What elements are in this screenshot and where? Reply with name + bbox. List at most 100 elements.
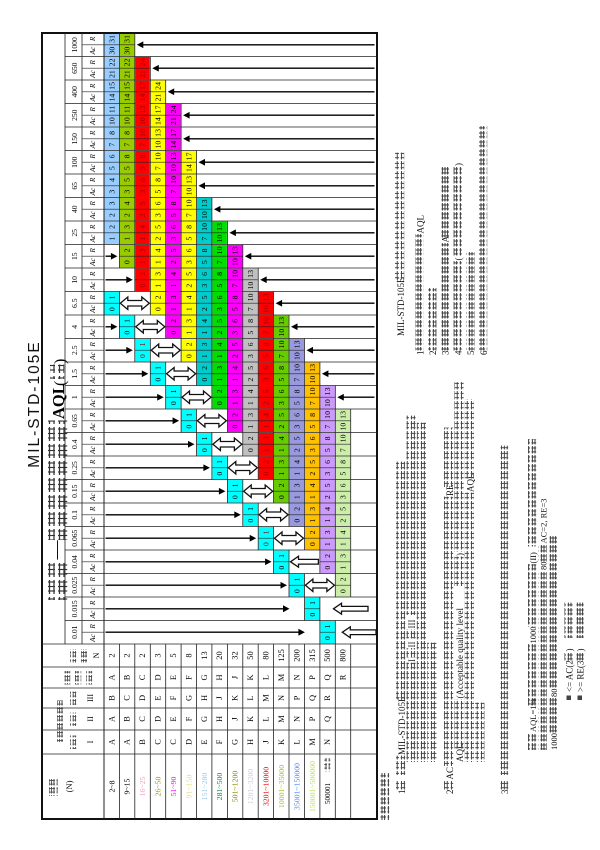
svg-text:5: 5	[184, 237, 193, 241]
svg-text:1: 1	[123, 237, 132, 241]
svg-text:D: D	[154, 674, 163, 680]
svg-text:Ac: Ac	[88, 304, 97, 314]
svg-text:10: 10	[262, 317, 271, 325]
svg-text:13: 13	[200, 199, 209, 207]
svg-text:4: 4	[215, 342, 224, 346]
svg-text:2: 2	[292, 507, 301, 511]
svg-text:10: 10	[200, 211, 209, 219]
svg-text:2: 2	[323, 495, 332, 499]
svg-text:10: 10	[231, 258, 240, 266]
svg-text:M: M	[277, 673, 286, 681]
svg-text:III: III	[407, 620, 417, 629]
svg-text:C: C	[169, 739, 178, 745]
svg-text:): )	[575, 649, 585, 652]
svg-text:6: 6	[246, 342, 255, 346]
svg-text:3: 3	[184, 260, 193, 264]
svg-text:11: 11	[107, 106, 116, 114]
svg-text:10: 10	[184, 199, 193, 207]
svg-text:31: 31	[123, 35, 132, 43]
svg-text:2: 2	[200, 366, 209, 370]
svg-text:16~25: 16~25	[138, 776, 147, 796]
svg-text:14: 14	[107, 94, 116, 102]
svg-text:3: 3	[138, 248, 147, 252]
svg-text:2: 2	[123, 248, 132, 252]
svg-text:7: 7	[308, 401, 317, 405]
svg-text:13: 13	[184, 176, 193, 184]
svg-text:R: R	[88, 553, 97, 559]
svg-text:5: 5	[231, 342, 240, 346]
svg-text:5: 5	[215, 319, 224, 323]
svg-text:K: K	[246, 674, 255, 680]
svg-text:250: 250	[70, 109, 79, 121]
svg-text:650: 650	[70, 62, 79, 74]
svg-text:3: 3	[154, 213, 163, 217]
svg-text:13: 13	[231, 246, 240, 254]
svg-text:13: 13	[215, 223, 224, 231]
svg-text:1: 1	[292, 472, 301, 476]
svg-text:C: C	[138, 716, 147, 722]
svg-text:H: H	[246, 739, 255, 745]
svg-text:Ac: Ac	[88, 492, 97, 502]
svg-text:3: 3	[308, 507, 317, 511]
svg-text:5: 5	[339, 472, 348, 476]
svg-text:K: K	[231, 695, 240, 701]
svg-text:Ac: Ac	[88, 46, 97, 56]
svg-text:1.5: 1.5	[70, 369, 79, 379]
svg-text:0: 0	[215, 472, 224, 476]
svg-text:2: 2	[154, 237, 163, 241]
svg-text:N: N	[292, 674, 301, 680]
svg-text:24: 24	[169, 105, 178, 113]
svg-text:N: N	[323, 739, 332, 745]
svg-text:0: 0	[123, 331, 132, 335]
svg-text:6: 6	[154, 201, 163, 205]
svg-text:(N): (N)	[64, 780, 74, 792]
svg-text:R: R	[88, 342, 97, 348]
svg-text:4: 4	[453, 350, 463, 355]
svg-text:7: 7	[246, 307, 255, 311]
svg-text:0: 0	[154, 378, 163, 382]
svg-text:13: 13	[138, 105, 147, 113]
svg-text:13: 13	[339, 411, 348, 419]
svg-text:21: 21	[154, 94, 163, 102]
svg-text:6: 6	[231, 319, 240, 323]
svg-text:2: 2	[277, 425, 286, 429]
svg-text:1: 1	[107, 237, 116, 241]
svg-text:E: E	[169, 716, 178, 721]
svg-text:2.5: 2.5	[70, 345, 79, 355]
svg-text:5: 5	[107, 166, 116, 170]
svg-text:5: 5	[308, 425, 317, 429]
svg-text:40: 40	[70, 205, 79, 213]
svg-text:Ac: Ac	[88, 398, 97, 408]
svg-text:(: (	[52, 381, 69, 386]
svg-text:1: 1	[184, 331, 193, 335]
svg-text:3: 3	[154, 272, 163, 276]
svg-text:P: P	[292, 695, 301, 700]
svg-text:14: 14	[123, 94, 132, 102]
svg-text:3: 3	[277, 460, 286, 464]
svg-text:5: 5	[215, 284, 224, 288]
svg-text:1: 1	[231, 483, 240, 487]
svg-text:8: 8	[138, 154, 147, 158]
svg-text:3: 3	[339, 495, 348, 499]
svg-text:2: 2	[339, 577, 348, 581]
svg-text:200: 200	[292, 649, 301, 662]
svg-text:MIL-STD-105E: MIL-STD-105E	[26, 340, 43, 467]
svg-text:5: 5	[231, 307, 240, 311]
svg-text:7: 7	[262, 331, 271, 335]
svg-text:8: 8	[123, 131, 132, 135]
svg-text:10: 10	[154, 152, 163, 160]
svg-text:500: 500	[323, 649, 332, 662]
svg-text:21: 21	[169, 117, 178, 125]
svg-text:8: 8	[277, 366, 286, 370]
svg-text:Ac: Ac	[88, 140, 97, 150]
svg-text:14: 14	[169, 141, 178, 149]
svg-text:>= RE(3: >= RE(3	[575, 660, 585, 692]
svg-text:Ac: Ac	[88, 586, 97, 596]
svg-text:5: 5	[169, 213, 178, 217]
svg-text:8: 8	[339, 460, 348, 464]
svg-text:1000: 1000	[549, 733, 559, 750]
svg-text:5: 5	[292, 401, 301, 405]
svg-text:3: 3	[215, 366, 224, 370]
svg-text:8: 8	[200, 248, 209, 252]
svg-text:4: 4	[184, 295, 193, 299]
